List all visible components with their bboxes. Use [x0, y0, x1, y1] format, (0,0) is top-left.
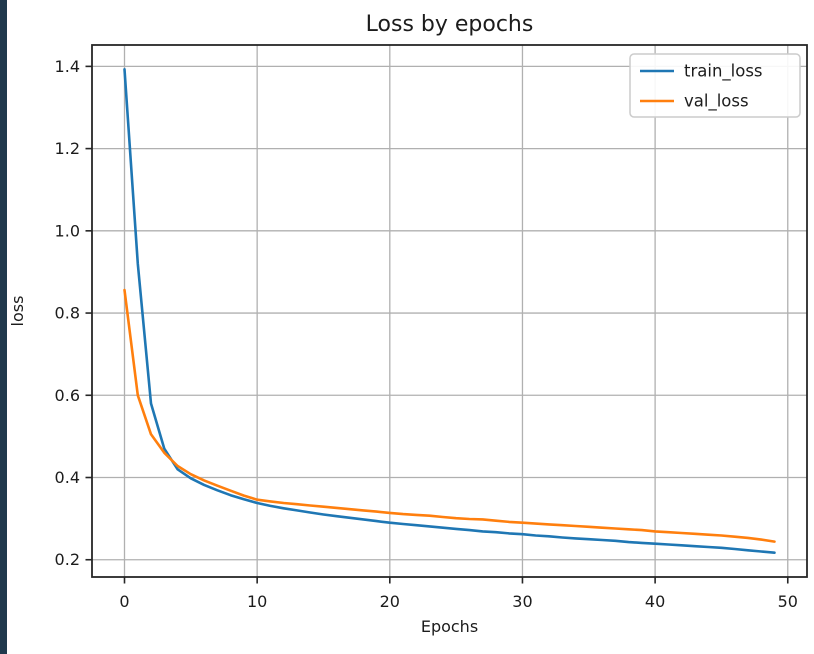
- x-tick-label: 20: [380, 592, 400, 611]
- legend-label: train_loss: [684, 62, 763, 82]
- screen-left-edge: [0, 0, 7, 654]
- y-tick-label: 1.2: [55, 139, 80, 158]
- x-tick-label: 40: [645, 592, 665, 611]
- x-axis-label: Epochs: [421, 617, 478, 636]
- y-tick-label: 0.4: [55, 468, 80, 487]
- train-loss-line: [123, 68, 776, 555]
- legend-entry-train-loss: train_loss: [640, 62, 763, 82]
- grid: [92, 45, 807, 577]
- legend-label: val_loss: [684, 92, 749, 112]
- y-tick-label: 0.2: [55, 550, 80, 569]
- x-tick-label: 0: [119, 592, 129, 611]
- y-tick-label: 0.8: [55, 304, 80, 323]
- legend: train_loss val_loss: [629, 53, 801, 118]
- y-tick-label: 1.4: [55, 57, 80, 76]
- val-loss-line: [123, 288, 776, 543]
- y-tick-label: 0.6: [55, 386, 80, 405]
- x-tick-label: 10: [247, 592, 267, 611]
- tick-marks: 0 10 20 30 40 50 0.2 0.4 0.6 0.8 1.0 1.2 1.4: [55, 57, 798, 611]
- y-axis-label: loss: [8, 296, 27, 327]
- y-tick-label: 1.0: [55, 221, 80, 240]
- axes-spines: [91, 44, 808, 578]
- x-tick-label: 50: [778, 592, 798, 611]
- legend-entry-val-loss: val_loss: [640, 92, 749, 112]
- x-tick-label: 30: [512, 592, 532, 611]
- chart-title: Loss by epochs: [366, 12, 534, 37]
